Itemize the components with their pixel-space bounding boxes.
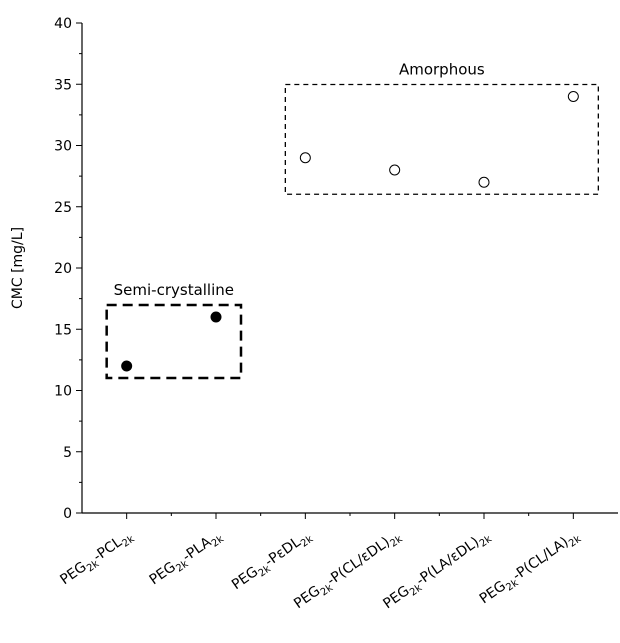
x-tick-label: PEG2k-PεDL2k: [229, 527, 316, 596]
y-tick-label: 25: [54, 200, 72, 216]
x-tick-label: PEG2k-PLA2k: [147, 527, 227, 591]
y-tick-label: 0: [63, 506, 72, 522]
group-box: [105, 303, 243, 380]
point: [567, 91, 579, 102]
point: [478, 176, 490, 188]
group-label: Amorphous: [399, 61, 485, 79]
point: [210, 311, 222, 323]
point: [389, 164, 401, 176]
point: [299, 152, 311, 164]
group-box: [284, 83, 599, 195]
y-axis-label: CMC [mg/L]: [10, 227, 26, 309]
y-tick-label: 40: [54, 16, 72, 32]
y-tick-label: 30: [54, 139, 72, 155]
x-tick-label: PEG2k-PCL2k: [57, 527, 136, 591]
y-tick-label: 20: [54, 261, 72, 277]
group-label: Semi-crystalline: [114, 281, 234, 299]
y-tick-label: 15: [54, 322, 72, 338]
y-tick-label: 10: [54, 384, 72, 400]
y-tick-label: 35: [54, 77, 72, 93]
y-tick-label: 5: [63, 445, 72, 461]
x-tick-label: PEG2k-P(CL/LA)2k: [477, 527, 584, 610]
point: [121, 360, 133, 372]
